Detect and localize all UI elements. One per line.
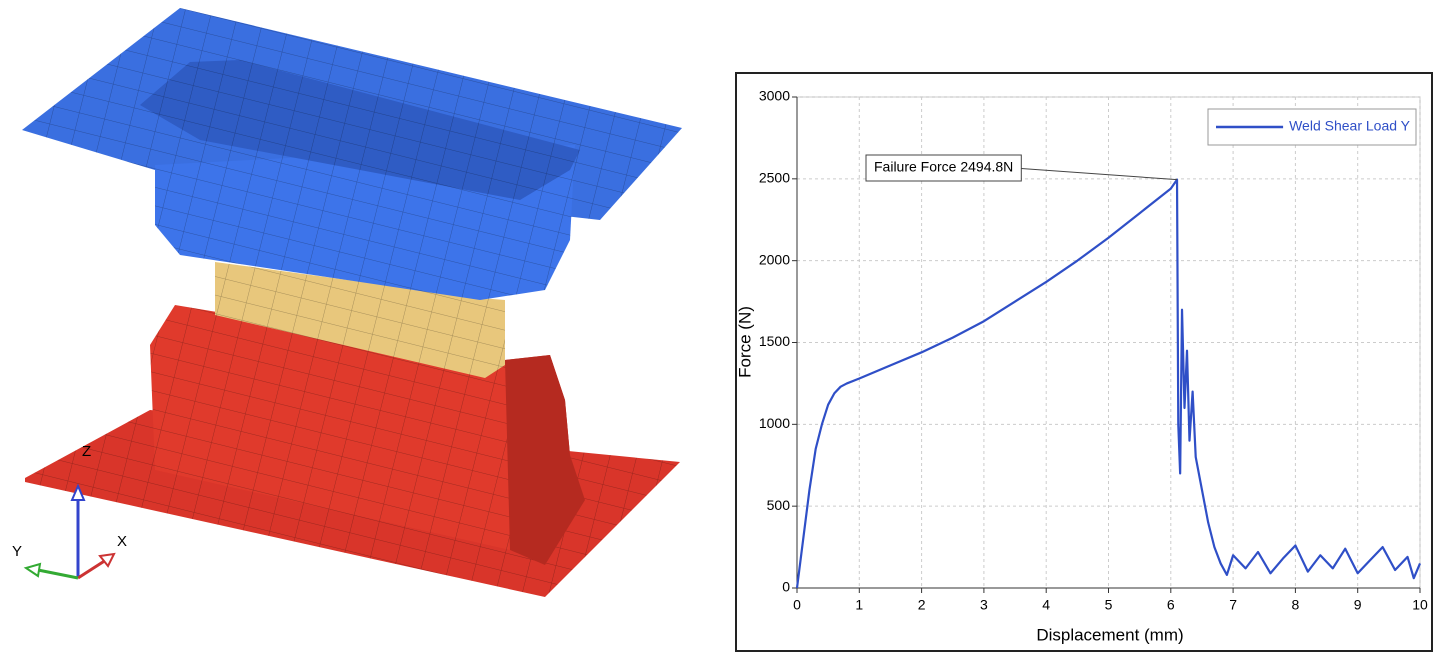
figure: Z Y X Displacement (mm) Force (N) 050010…	[0, 0, 1442, 652]
triad-y: Y	[12, 543, 22, 560]
triad-x: X	[117, 533, 127, 550]
x-tick-label: 2	[918, 597, 926, 613]
x-axis-label: Displacement (mm)	[1036, 625, 1183, 644]
x-tick-label: 0	[793, 597, 801, 613]
x-tick-label: 7	[1229, 597, 1237, 613]
annotation: Failure Force 2494.8N	[874, 159, 1013, 175]
x-tick-label: 5	[1105, 597, 1113, 613]
y-tick-label: 0	[782, 579, 790, 595]
x-tick-label: 3	[980, 597, 988, 613]
x-tick-label: 8	[1292, 597, 1300, 613]
x-tick-label: 4	[1042, 597, 1050, 613]
y-tick-label: 3000	[759, 88, 790, 104]
y-tick-label: 2000	[759, 251, 790, 267]
x-tick-label: 1	[855, 597, 863, 613]
x-tick-label: 10	[1412, 597, 1428, 613]
y-axis-label: Force (N)	[735, 306, 754, 378]
legend-label: Weld Shear Load Y	[1289, 118, 1411, 134]
y-tick-label: 2500	[759, 170, 790, 186]
y-tick-label: 500	[767, 497, 791, 513]
x-tick-label: 6	[1167, 597, 1175, 613]
y-tick-label: 1000	[759, 415, 790, 431]
fe-model: Z Y X	[12, 8, 682, 597]
x-tick-label: 9	[1354, 597, 1362, 613]
triad-z: Z	[82, 443, 91, 460]
y-tick-label: 1500	[759, 333, 790, 349]
